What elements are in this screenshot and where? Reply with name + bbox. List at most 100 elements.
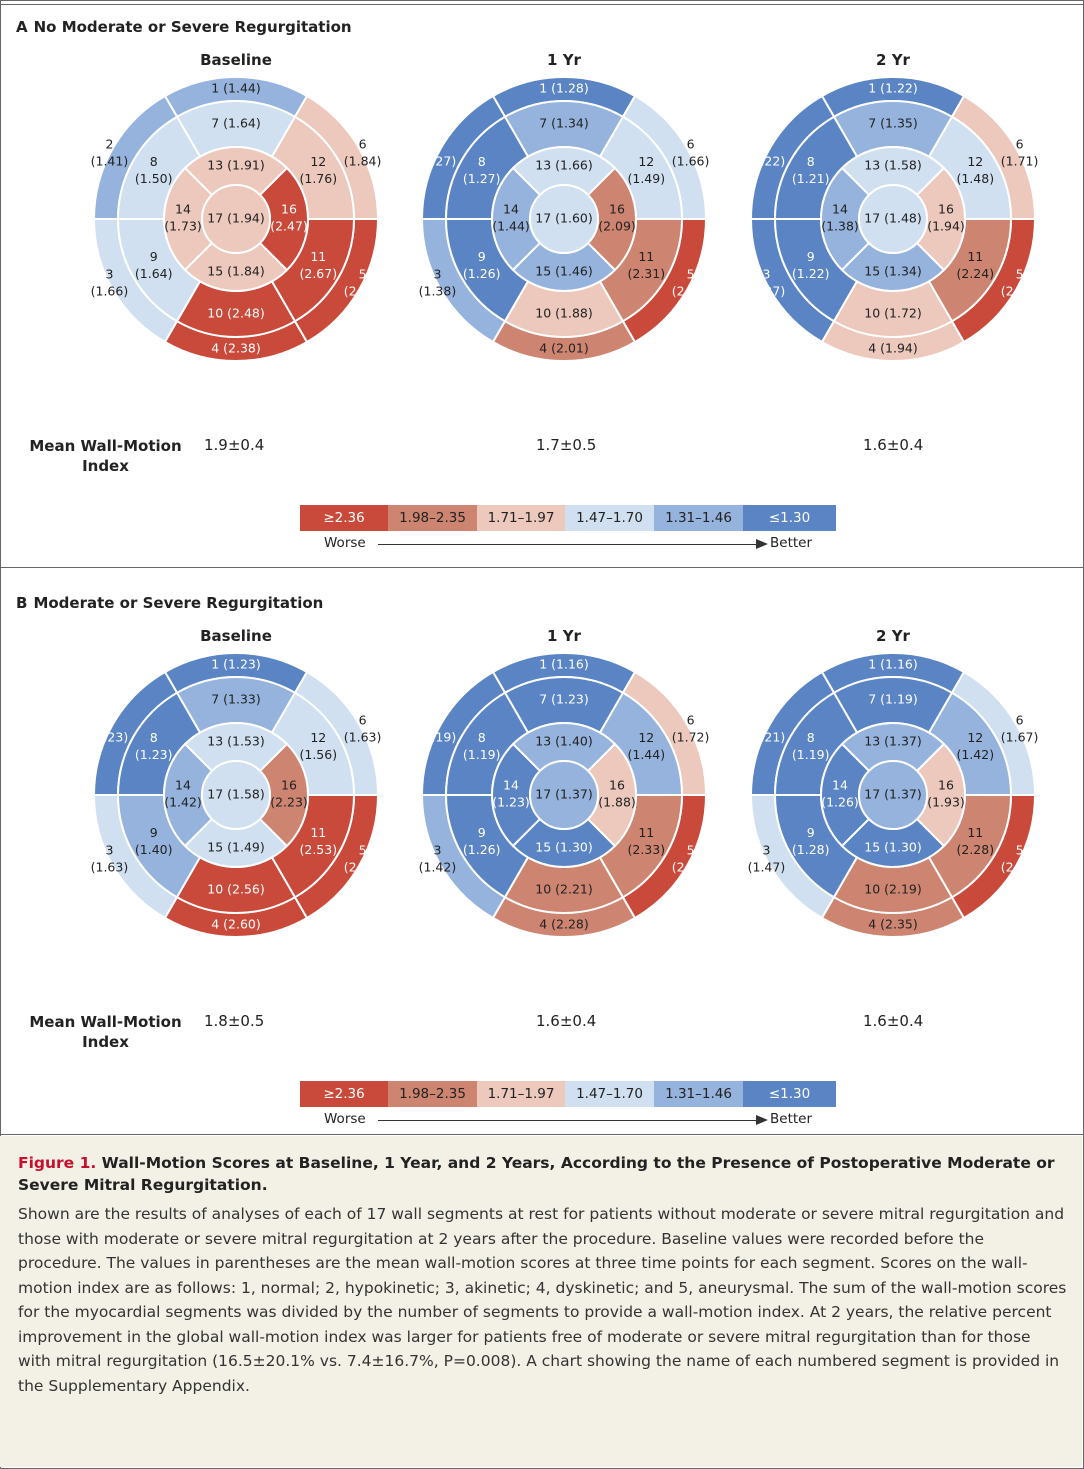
segment-label: 1 (1.16)	[539, 657, 589, 672]
segment-label: 1 (1.44)	[211, 81, 261, 96]
timepoint-label-baseline: Baseline	[200, 627, 272, 645]
segment-label: (1.21)	[792, 171, 830, 186]
arrow-head-icon	[756, 1115, 768, 1125]
segment-label: 13 (1.91)	[207, 158, 264, 173]
segment-label: (1.84)	[344, 154, 381, 169]
segment-label: (1.27)	[463, 171, 501, 186]
segment-label: 3	[762, 267, 770, 282]
segment-label: 16	[281, 778, 297, 793]
segment-label: 13 (1.40)	[535, 734, 592, 749]
segment-label: 12	[310, 154, 326, 169]
segment-label: 1 (1.16)	[868, 657, 918, 672]
segment-label: (1.23)	[492, 795, 530, 810]
legend-bin: 1.71–1.97	[477, 505, 565, 531]
segment-label: 12	[967, 730, 983, 745]
segment-label: (1.23)	[91, 730, 128, 745]
segment-label: (1.27)	[748, 284, 785, 299]
segment-label: (2.86)	[344, 860, 381, 875]
segment-label: (1.19)	[419, 730, 456, 745]
caption-title-text: Wall-Motion Scores at Baseline, 1 Year, …	[18, 1154, 1055, 1194]
caption-body: Shown are the results of analyses of eac…	[18, 1205, 1067, 1395]
segment-label: 7 (1.34)	[539, 116, 589, 131]
timepoint-label-2yr: 2 Yr	[876, 627, 910, 645]
segment-label: 5	[359, 267, 367, 282]
timepoint-label-2yr: 2 Yr	[876, 51, 910, 69]
segment-label: 17 (1.58)	[207, 787, 264, 802]
segment-label: 9	[150, 825, 158, 840]
legend-worse-label: Worse	[324, 535, 366, 551]
segment-label: 13 (1.53)	[207, 734, 264, 749]
legend-arrow: Worse Better	[300, 535, 836, 553]
panel-title: A No Moderate or Severe Regurgitation	[16, 18, 352, 36]
segment-label: 2	[762, 137, 770, 152]
segment-label: (2.31)	[628, 266, 666, 281]
mwmi-value-1yr: 1.6±0.4	[536, 1012, 597, 1030]
segment-label: (1.63)	[91, 860, 128, 875]
segment-label: (2.33)	[628, 842, 666, 857]
segment-label: 3	[762, 843, 770, 858]
segment-label: 10 (1.72)	[864, 306, 921, 321]
segment-label: (2.28)	[957, 842, 995, 857]
segment-label: (1.26)	[463, 842, 501, 857]
legend-bin: 1.98–2.35	[388, 505, 477, 531]
legend-bin: 1.31–1.46	[654, 1081, 743, 1107]
segment-label: (1.76)	[300, 171, 338, 186]
mwmi-value-baseline: 1.9±0.4	[204, 436, 265, 454]
segment-label: 12	[638, 154, 654, 169]
segment-label: 11	[310, 825, 326, 840]
segment-label: 17 (1.37)	[535, 787, 592, 802]
segment-label: (1.38)	[821, 219, 859, 234]
segment-label: 7 (1.35)	[868, 116, 918, 131]
segment-label: (1.56)	[300, 747, 338, 762]
segment-label: (1.22)	[748, 154, 785, 169]
segment-label: 10 (2.21)	[535, 882, 592, 897]
panel-letter: A	[16, 18, 28, 36]
mwmi-value-2yr: 1.6±0.4	[863, 436, 924, 454]
segment-label: 4 (2.35)	[868, 917, 918, 932]
bullseye-plot: 1 (1.28) 4 (2.01) 2 (1.27) 3 (1.38) 5 (2.75) 6 (1…	[419, 76, 709, 362]
segment-label: 6	[359, 137, 367, 152]
segment-label: 9	[478, 825, 486, 840]
top-rule	[0, 4, 1084, 5]
segment-label: 11	[638, 825, 654, 840]
segment-label: 9	[478, 249, 486, 264]
segment-17	[858, 760, 928, 830]
segment-label: (2.77)	[1001, 284, 1038, 299]
segment-label: (1.66)	[91, 284, 128, 299]
segment-label: 4 (2.01)	[539, 341, 589, 356]
segment-label: 15 (1.84)	[207, 264, 264, 279]
legend-bin: ≥2.36	[300, 1081, 388, 1107]
segment-label: 8	[150, 730, 158, 745]
segment-label: (2.67)	[300, 266, 338, 281]
segment-label: 14	[503, 778, 519, 793]
segment-label: 4 (2.60)	[211, 917, 261, 932]
segment-label: (1.50)	[135, 171, 173, 186]
segment-label: (1.42)	[164, 795, 202, 810]
legend-worse-label: Worse	[324, 1111, 366, 1127]
segment-label: 16	[609, 778, 625, 793]
figure-caption: Figure 1. Wall-Motion Scores at Baseline…	[0, 1136, 1082, 1467]
segment-label: (1.71)	[1001, 154, 1038, 169]
segment-label: (1.41)	[91, 154, 128, 169]
segment-label: 11	[638, 249, 654, 264]
segment-label: 15 (1.49)	[207, 840, 264, 855]
segment-label: 3	[105, 843, 113, 858]
segment-label: (1.21)	[748, 730, 785, 745]
color-legend: ≥2.36 1.98–2.35 1.71–1.97 1.47–1.70 1.31–1.4…	[300, 1081, 836, 1107]
timepoint-label-1yr: 1 Yr	[547, 627, 581, 645]
panel-a: A No Moderate or Severe Regurgitation Bas…	[0, 8, 1084, 568]
arrow-line	[378, 1120, 758, 1121]
segment-label: 16	[938, 778, 954, 793]
segment-label: (1.63)	[344, 730, 381, 745]
segment-label: 17 (1.37)	[864, 787, 921, 802]
segment-label: 17 (1.94)	[207, 211, 264, 226]
segment-label: 9	[807, 249, 815, 264]
segment-label: (1.26)	[463, 266, 501, 281]
segment-label: 2	[105, 713, 113, 728]
segment-label: 9	[807, 825, 815, 840]
segment-label: (1.42)	[957, 747, 995, 762]
segment-label: 7 (1.64)	[211, 116, 261, 131]
segment-label: 3	[433, 267, 441, 282]
segment-label: (2.77)	[672, 860, 709, 875]
segment-label: (1.72)	[672, 730, 709, 745]
